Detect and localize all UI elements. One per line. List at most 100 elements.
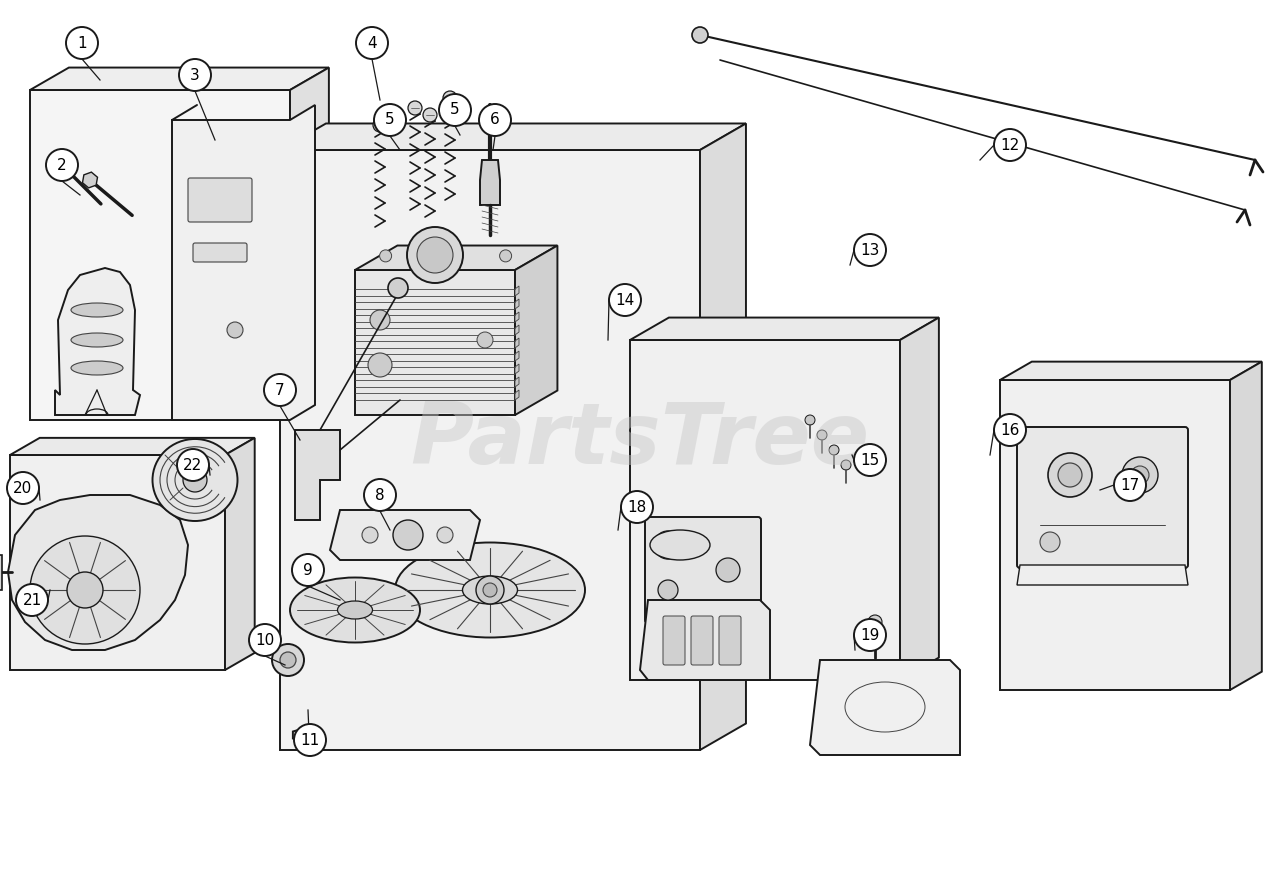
Text: 18: 18	[627, 499, 646, 515]
Polygon shape	[29, 90, 291, 420]
Ellipse shape	[70, 361, 123, 375]
Circle shape	[1114, 469, 1146, 501]
Circle shape	[374, 104, 406, 136]
Circle shape	[264, 374, 296, 406]
Text: 2: 2	[58, 158, 67, 172]
Polygon shape	[515, 286, 518, 296]
Circle shape	[422, 108, 436, 122]
Circle shape	[250, 624, 282, 656]
FancyBboxPatch shape	[691, 616, 713, 665]
Polygon shape	[1000, 380, 1230, 690]
Polygon shape	[330, 510, 480, 560]
Polygon shape	[515, 246, 557, 415]
Circle shape	[388, 278, 408, 298]
Text: 13: 13	[860, 242, 879, 258]
Polygon shape	[515, 390, 518, 400]
Circle shape	[372, 118, 387, 132]
Text: 5: 5	[385, 112, 394, 127]
Circle shape	[364, 479, 396, 511]
Polygon shape	[480, 160, 500, 205]
Text: 11: 11	[301, 733, 320, 747]
Text: 12: 12	[1001, 138, 1020, 152]
Polygon shape	[0, 555, 3, 590]
Polygon shape	[515, 312, 518, 322]
Circle shape	[477, 332, 493, 348]
Circle shape	[658, 580, 678, 600]
Circle shape	[183, 468, 207, 492]
Text: 21: 21	[22, 592, 42, 607]
Polygon shape	[900, 318, 940, 680]
Circle shape	[483, 583, 497, 597]
Circle shape	[868, 615, 882, 629]
Circle shape	[499, 250, 512, 262]
Circle shape	[369, 353, 392, 377]
Polygon shape	[55, 268, 140, 415]
Polygon shape	[82, 172, 97, 188]
Text: 20: 20	[13, 481, 32, 496]
Text: 16: 16	[1000, 422, 1020, 437]
Circle shape	[393, 520, 422, 550]
Polygon shape	[515, 325, 518, 335]
Polygon shape	[291, 68, 329, 420]
Circle shape	[439, 94, 471, 126]
Polygon shape	[10, 438, 255, 455]
Polygon shape	[293, 728, 317, 742]
Polygon shape	[630, 318, 940, 340]
Ellipse shape	[650, 530, 710, 560]
Text: 3: 3	[191, 67, 200, 83]
Ellipse shape	[152, 439, 238, 521]
Circle shape	[179, 59, 211, 91]
Text: 6: 6	[490, 112, 500, 127]
Circle shape	[817, 430, 827, 440]
Circle shape	[356, 27, 388, 59]
Circle shape	[854, 234, 886, 266]
Circle shape	[67, 572, 102, 608]
Circle shape	[621, 491, 653, 523]
Polygon shape	[515, 364, 518, 374]
Circle shape	[805, 415, 815, 425]
Polygon shape	[1230, 361, 1262, 690]
Circle shape	[1039, 532, 1060, 552]
Polygon shape	[810, 660, 960, 755]
Polygon shape	[172, 105, 315, 420]
Text: 19: 19	[860, 627, 879, 643]
Polygon shape	[515, 377, 518, 387]
Polygon shape	[29, 68, 329, 90]
Circle shape	[6, 472, 38, 504]
Polygon shape	[294, 430, 340, 520]
Circle shape	[227, 322, 243, 338]
Circle shape	[292, 554, 324, 586]
Text: 17: 17	[1120, 477, 1139, 492]
Circle shape	[692, 27, 708, 43]
Circle shape	[479, 104, 511, 136]
Circle shape	[1048, 453, 1092, 497]
Ellipse shape	[29, 536, 140, 644]
Polygon shape	[355, 246, 557, 270]
Circle shape	[995, 129, 1027, 161]
Circle shape	[370, 310, 390, 330]
Circle shape	[362, 527, 378, 543]
Text: 4: 4	[367, 36, 376, 51]
Polygon shape	[640, 600, 771, 680]
Circle shape	[1059, 463, 1082, 487]
Polygon shape	[1018, 565, 1188, 585]
Circle shape	[716, 558, 740, 582]
Ellipse shape	[70, 303, 123, 317]
Circle shape	[829, 445, 838, 455]
Circle shape	[609, 284, 641, 316]
Circle shape	[15, 584, 49, 616]
Circle shape	[294, 724, 326, 756]
FancyBboxPatch shape	[719, 616, 741, 665]
Circle shape	[417, 237, 453, 273]
FancyBboxPatch shape	[1018, 427, 1188, 568]
Circle shape	[1123, 457, 1158, 493]
Circle shape	[436, 527, 453, 543]
Polygon shape	[280, 124, 746, 150]
Text: 15: 15	[860, 453, 879, 468]
Polygon shape	[355, 270, 515, 415]
Polygon shape	[700, 124, 746, 750]
Polygon shape	[515, 338, 518, 348]
Circle shape	[854, 444, 886, 476]
Circle shape	[995, 414, 1027, 446]
Circle shape	[407, 227, 463, 283]
